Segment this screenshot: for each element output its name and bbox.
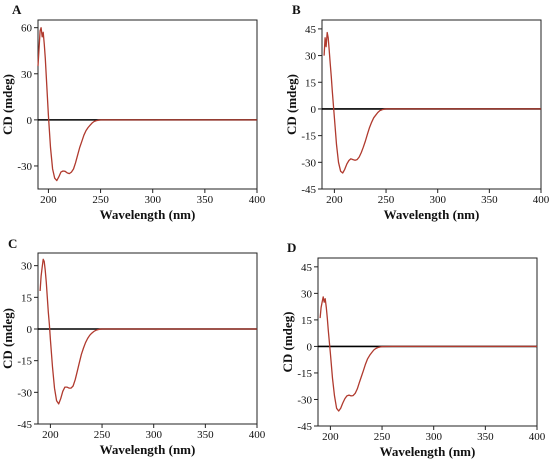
y-tick-label-a: 60	[21, 23, 33, 35]
y-tick-label-b: -45	[301, 184, 316, 196]
y-tick-label-b: 0	[311, 104, 317, 116]
y-tick-label-c: -15	[17, 356, 32, 368]
plot-frame-c	[37, 252, 258, 425]
panel-letter-b: B	[292, 2, 301, 17]
y-axis-label-c: CD (mdeg)	[0, 308, 15, 369]
y-tick-label-a: 30	[21, 69, 33, 81]
plot-frame-b	[321, 19, 542, 190]
y-tick-label-d: -45	[297, 421, 312, 433]
cd-spectrum-line-b	[323, 31, 541, 174]
x-tick-label-a: 250	[92, 194, 109, 206]
panel-d: D 200 250 300 350 400 -45 -30 -15 0 15 30 45 Waveleng…	[280, 240, 546, 459]
x-axis-label-a: Wavelength (nm)	[100, 207, 196, 222]
x-tick-label-d: 250	[374, 431, 391, 443]
plot-frame-d	[317, 257, 538, 427]
y-tick-label-b: -15	[301, 131, 316, 143]
y-tick-label-a: 0	[27, 115, 33, 127]
x-axis-label-b: Wavelength (nm)	[384, 207, 480, 222]
x-tick-label-d: 300	[425, 431, 442, 443]
x-tick-label-c: 200	[42, 429, 59, 441]
y-axis-label-a: CD (mdeg)	[0, 74, 15, 135]
y-tick-label-c: -45	[17, 419, 32, 431]
y-tick-label-d: 0	[307, 341, 313, 353]
y-tick-label-c: -30	[17, 387, 32, 399]
x-tick-label-a: 200	[40, 194, 57, 206]
panel-a: A 200 250 300 350 400 -30 0 30 60 Wavelength (nm) C…	[0, 2, 266, 222]
x-tick-label-a: 350	[197, 194, 214, 206]
cd-spectrum-line-d	[319, 296, 537, 412]
y-tick-label-a: -30	[17, 161, 32, 173]
y-tick-label-b: 15	[305, 77, 317, 89]
panel-b: B 200 250 300 350 400 -45 -30 -15 0 15 30 45 Waveleng…	[284, 2, 550, 222]
panel-letter-c: C	[8, 236, 17, 251]
y-tick-label-d: 45	[301, 262, 313, 274]
x-tick-label-a: 300	[144, 194, 161, 206]
x-tick-label-c: 300	[145, 429, 162, 441]
x-tick-label-b: 200	[326, 194, 343, 206]
y-axis-label-d: CD (mdeg)	[280, 311, 295, 372]
x-tick-label-a: 400	[249, 194, 266, 206]
panel-letter-d: D	[287, 240, 296, 255]
y-tick-label-b: 30	[305, 51, 317, 63]
cd-spectrum-line-a	[37, 27, 257, 182]
x-tick-label-c: 400	[249, 429, 266, 441]
y-axis-label-b: CD (mdeg)	[284, 74, 299, 135]
y-tick-label-d: -15	[297, 368, 312, 380]
y-tick-label-d: 15	[301, 315, 313, 327]
x-tick-label-b: 350	[481, 194, 498, 206]
x-tick-label-b: 300	[429, 194, 446, 206]
x-tick-label-d: 200	[322, 431, 339, 443]
plot-frame-a	[37, 19, 258, 190]
x-axis-label-c: Wavelength (nm)	[100, 442, 196, 457]
panel-letter-a: A	[12, 2, 22, 17]
y-tick-label-d: 30	[301, 288, 313, 300]
y-tick-label-c: 15	[21, 292, 33, 304]
cd-spectrum-line-c	[39, 258, 257, 405]
y-tick-label-d: -30	[297, 394, 312, 406]
x-axis-label-d: Wavelength (nm)	[380, 444, 476, 459]
panel-c: C 200 250 300 350 400 -45 -30 -15 0 15 30 Wavelength…	[0, 236, 266, 457]
y-tick-label-c: 30	[21, 261, 33, 273]
y-tick-label-b: 45	[305, 24, 317, 36]
y-tick-label-c: 0	[27, 324, 33, 336]
x-tick-label-d: 400	[529, 431, 546, 443]
y-tick-label-b: -30	[301, 157, 316, 169]
x-tick-label-b: 250	[378, 194, 395, 206]
x-tick-label-c: 350	[197, 429, 214, 441]
x-tick-label-c: 250	[94, 429, 111, 441]
x-tick-label-b: 400	[533, 194, 550, 206]
x-tick-label-d: 350	[477, 431, 494, 443]
